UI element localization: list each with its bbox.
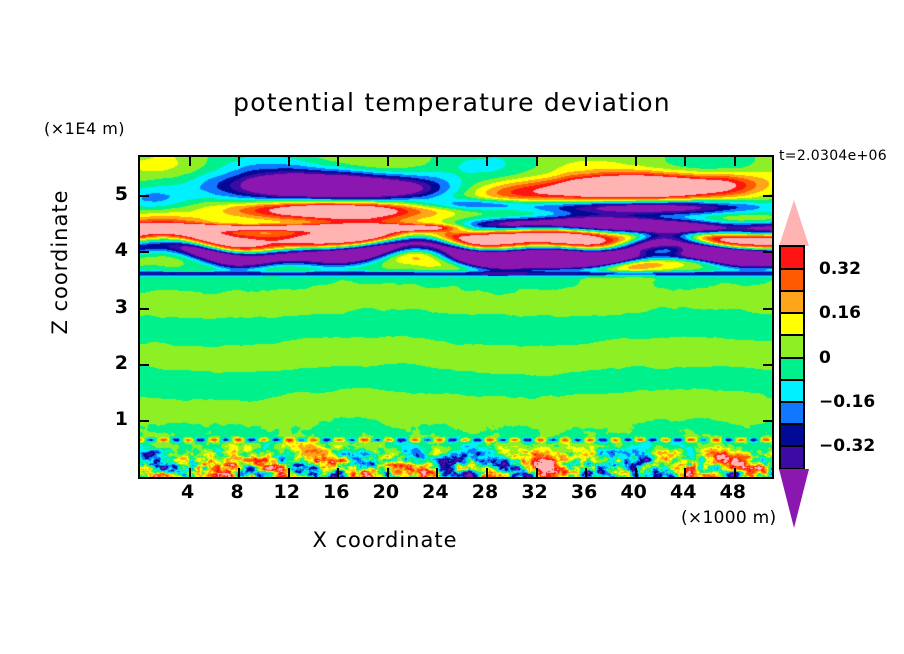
x-axis-tick-label: 40 — [620, 481, 647, 503]
y-axis-tick-label: 4 — [114, 239, 128, 262]
x-axis-tick — [634, 468, 637, 477]
x-axis-tick-label: 48 — [719, 481, 747, 503]
x-axis-tick — [585, 157, 588, 166]
x-axis-tick — [287, 468, 290, 477]
colorbar-band-separator — [781, 400, 803, 403]
x-axis-tick — [485, 157, 488, 166]
colorbar-tick-label: 0.16 — [819, 303, 861, 324]
x-axis-tick — [188, 468, 191, 477]
x-axis-tick — [337, 157, 340, 166]
colorbar-band — [781, 269, 803, 292]
x-axis-units: (×1000 m) — [681, 508, 777, 528]
colorbar-tick-label: −0.32 — [819, 435, 876, 456]
y-axis-tick — [140, 251, 149, 254]
colorbar-under-arrow — [779, 469, 809, 528]
x-axis-tick — [684, 468, 687, 477]
x-axis-tick-label: 44 — [670, 481, 697, 503]
timestamp-annotation: t=2.0304e+06 — [779, 148, 887, 164]
x-axis-tick — [337, 468, 340, 477]
contour-plot-area — [138, 155, 774, 479]
x-axis-label: X coordinate — [312, 528, 458, 552]
y-axis-units: (×1E4 m) — [44, 119, 126, 138]
colorbar-band-separator — [781, 378, 803, 381]
colorbar-band — [781, 423, 803, 446]
y-axis-tick — [140, 195, 149, 198]
x-axis-tick — [535, 157, 538, 166]
colorbar-band-separator — [781, 422, 803, 425]
colorbar-band-separator — [781, 290, 803, 293]
x-axis-tick — [585, 468, 588, 477]
colorbar-tick-label: 0.32 — [819, 259, 861, 280]
colorbar-band — [781, 379, 803, 402]
colorbar-band-separator — [781, 334, 803, 337]
x-axis-tick-label: 24 — [422, 481, 449, 503]
x-axis-tick-label: 32 — [521, 481, 548, 503]
x-axis-tick — [733, 468, 736, 477]
x-axis-tick — [485, 468, 488, 477]
x-axis-tick-label: 16 — [323, 481, 350, 503]
colorbar-band-separator — [781, 444, 803, 447]
y-axis-tick — [763, 363, 772, 366]
colorbar-band — [781, 357, 803, 380]
y-axis-tick-label: 1 — [114, 407, 128, 430]
x-axis-tick — [386, 157, 389, 166]
colorbar-bands — [779, 245, 805, 470]
chart-title: potential temperature deviation — [233, 88, 671, 117]
colorbar-over-arrow — [779, 200, 809, 246]
colorbar-band-separator — [781, 356, 803, 359]
x-axis-tick-label: 12 — [273, 481, 300, 503]
y-axis-tick — [140, 419, 149, 422]
x-axis-tick — [535, 468, 538, 477]
y-axis-tick — [763, 195, 772, 198]
x-axis-tick — [684, 157, 687, 166]
y-axis-tick — [763, 307, 772, 310]
x-axis-tick — [238, 157, 241, 166]
x-axis-tick — [386, 468, 389, 477]
y-axis-tick — [763, 251, 772, 254]
x-axis-tick-label: 8 — [230, 481, 244, 503]
colorbar-tick-label: 0 — [819, 347, 831, 368]
y-axis-tick-label: 5 — [114, 183, 128, 206]
y-axis-tick — [140, 363, 149, 366]
colorbar-band — [781, 445, 803, 468]
x-axis-tick-label: 20 — [372, 481, 400, 503]
y-axis-tick-label: 2 — [114, 351, 128, 374]
colorbar-band-separator — [781, 268, 803, 271]
colorbar-band — [781, 313, 803, 336]
colorbar-band — [781, 247, 803, 270]
colorbar-band — [781, 291, 803, 314]
colorbar-band — [781, 401, 803, 424]
contour-field — [140, 157, 772, 477]
y-axis-tick — [763, 419, 772, 422]
y-axis-tick-label: 3 — [114, 295, 128, 318]
colorbar-tick-label: −0.16 — [819, 391, 876, 412]
x-axis-tick — [188, 157, 191, 166]
x-axis-tick-label: 4 — [180, 481, 195, 503]
x-axis-tick-label: 36 — [570, 481, 598, 503]
colorbar: 0.32 0.16 0 −0.16 −0.32 — [779, 200, 875, 528]
x-axis-tick-label: 28 — [471, 481, 499, 503]
x-axis-tick — [287, 157, 290, 166]
y-axis-tick — [140, 307, 149, 310]
x-axis-tick — [634, 157, 637, 166]
y-axis-label: Z coordinate — [48, 189, 72, 335]
x-axis-tick — [436, 157, 439, 166]
colorbar-band — [781, 335, 803, 358]
x-axis-tick — [733, 157, 736, 166]
colorbar-band-separator — [781, 312, 803, 315]
x-axis-tick — [436, 468, 439, 477]
x-axis-tick — [238, 468, 241, 477]
